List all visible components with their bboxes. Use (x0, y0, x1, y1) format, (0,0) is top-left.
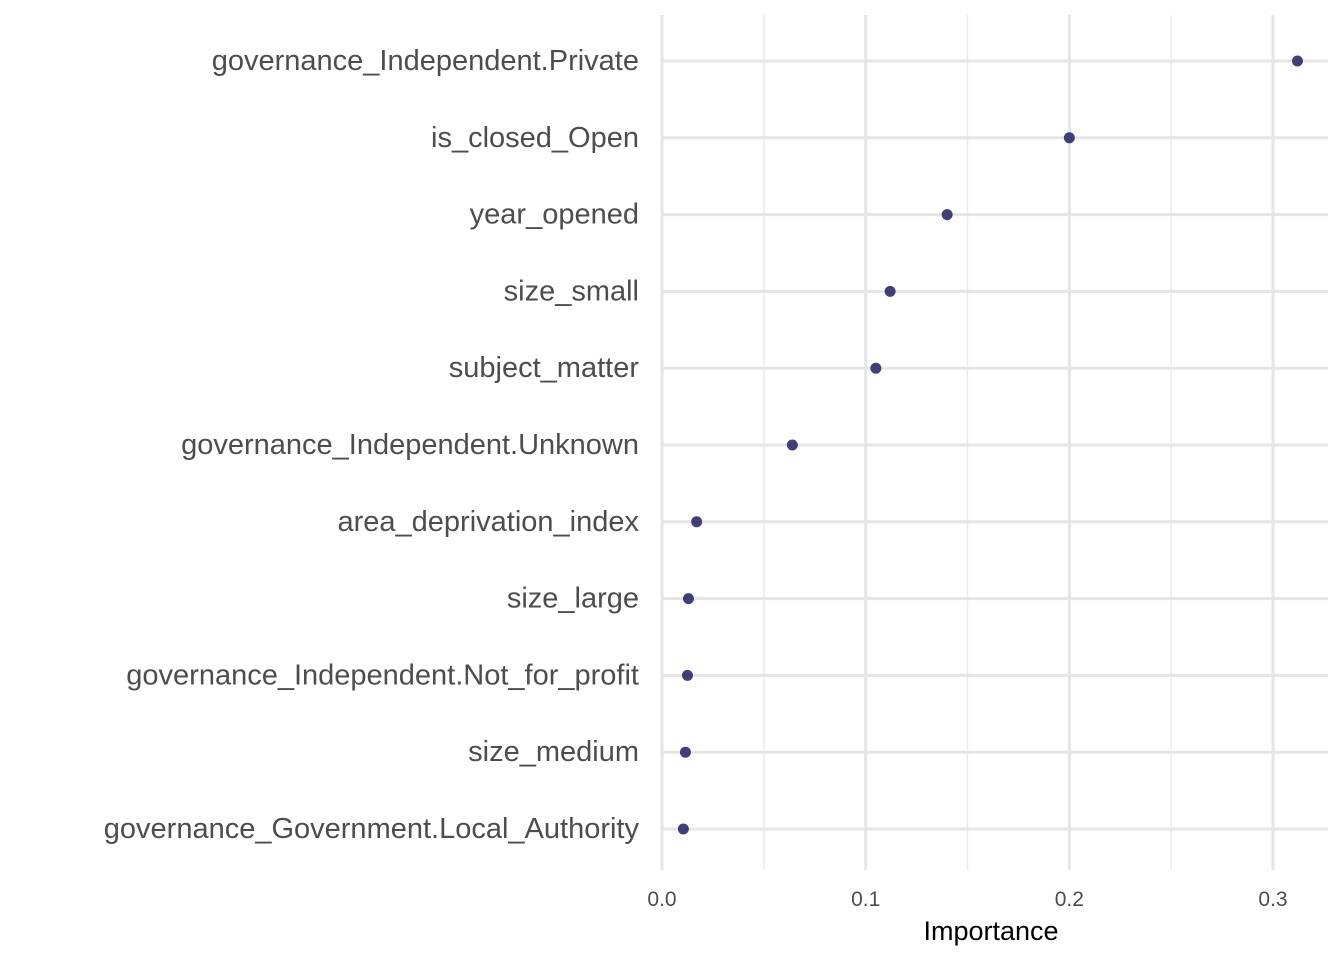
y-tick-label: size_medium (468, 736, 639, 768)
x-tick-label: 0.1 (851, 888, 880, 911)
y-tick-label: governance_Independent.Private (212, 45, 639, 77)
data-point (1063, 132, 1075, 144)
data-point (681, 669, 693, 681)
data-point (1291, 55, 1303, 67)
data-point (691, 516, 703, 528)
grid (660, 15, 1328, 870)
data-point (682, 593, 694, 605)
y-tick-label: is_closed_Open (431, 122, 639, 154)
y-tick-label: size_large (507, 583, 639, 615)
data-point (884, 285, 896, 297)
y-tick-label: governance_Government.Local_Authority (104, 813, 640, 845)
y-tick-label: governance_Independent.Not_for_profit (126, 659, 639, 691)
data-point (677, 823, 689, 835)
y-tick-label: governance_Independent.Unknown (181, 429, 639, 461)
data-point (679, 746, 691, 758)
data-point (786, 439, 798, 451)
x-axis-tick-labels: 0.0 0.1 0.2 0.3 (647, 888, 1287, 911)
y-tick-label: year_opened (470, 199, 639, 231)
x-axis-title: Importance (923, 916, 1058, 946)
data-point (941, 209, 953, 221)
y-axis-tick-labels: governance_Independent.Private is_closed_… (104, 45, 640, 845)
data-point (870, 362, 882, 374)
y-tick-label: size_small (504, 275, 639, 307)
data-points (677, 55, 1303, 835)
y-tick-label: subject_matter (449, 352, 640, 384)
x-tick-label: 0.3 (1258, 888, 1287, 911)
x-tick-label: 0.2 (1055, 888, 1084, 911)
y-tick-label: area_deprivation_index (338, 506, 640, 538)
x-tick-label: 0.0 (647, 888, 676, 911)
